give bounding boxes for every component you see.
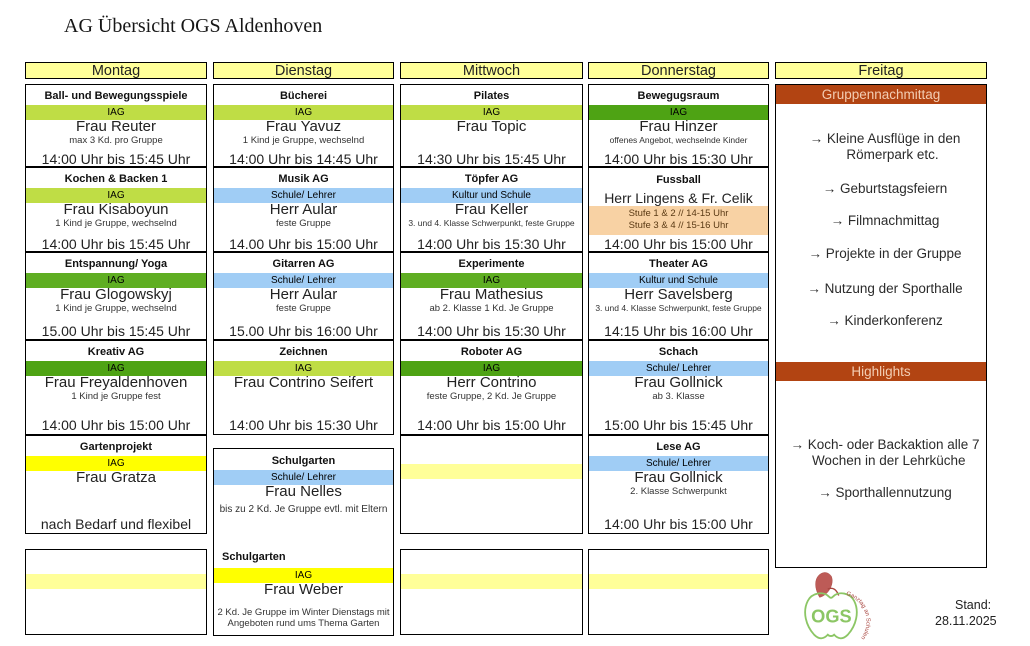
svg-text:OGS: OGS	[811, 606, 852, 626]
